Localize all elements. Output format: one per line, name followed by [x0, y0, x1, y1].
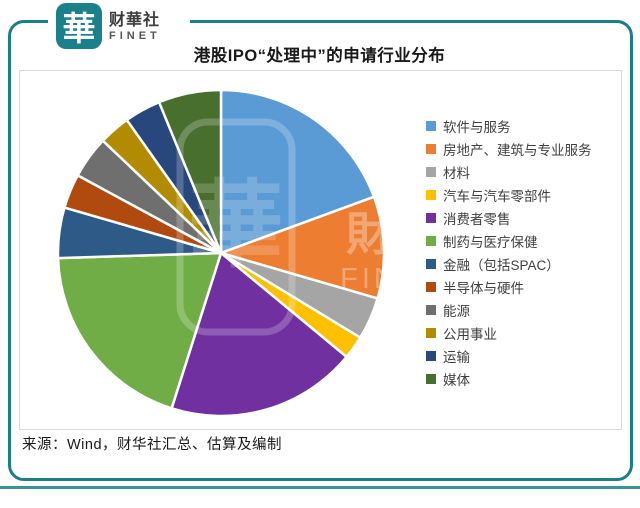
finet-logo: 華 财華社 FINET	[56, 3, 161, 49]
legend-label-10: 运输	[443, 349, 470, 365]
watermark-text-en: FINET	[340, 263, 444, 295]
logo-glyph: 華	[62, 12, 96, 48]
legend-item-10: 运输	[426, 344, 592, 367]
legend-label-9: 公用事业	[443, 326, 497, 342]
legend-item-6: 金融（包括SPAC）	[426, 252, 592, 275]
source-note: 来源：Wind，财华社汇总、估算及编制	[22, 437, 283, 453]
chart-legend: 软件与服务房地产、建筑与专业服务 材料汽车与汽车零部件 消费者零售制药与医疗保健金融…	[426, 114, 592, 390]
legend-swatch-11	[426, 373, 436, 384]
decorative-teal-frame	[8, 20, 633, 481]
legend-label-5: 制药与医疗保健	[443, 234, 538, 250]
legend-label-8: 能源	[443, 303, 470, 319]
legend-swatch-9	[426, 327, 436, 338]
pie-slice-4	[170, 251, 348, 418]
brand-name-en: FINET	[109, 30, 161, 42]
pie-slice-5	[56, 251, 223, 410]
legend-swatch-10	[426, 350, 436, 361]
legend-swatch-8	[426, 304, 436, 315]
legend-item-1: 房地产、建筑与专业服务	[426, 137, 592, 160]
finet-logo-icon: 華	[56, 3, 102, 49]
legend-swatch-6	[426, 258, 436, 269]
legend-item-3: 汽车与汽车零部件	[426, 183, 592, 206]
decorative-bottom-line	[0, 486, 640, 489]
legend-swatch-4	[426, 212, 436, 223]
watermark-rounded-square	[176, 118, 296, 336]
legend-item-8: 能源	[426, 298, 592, 321]
legend-swatch-3	[426, 189, 436, 200]
legend-label-6: 金融（包括SPAC）	[443, 257, 560, 273]
pie-slice-0	[219, 88, 376, 255]
pie-slice-1	[219, 195, 386, 300]
legend-swatch-2	[426, 166, 436, 177]
legend-item-9: 公用事业	[426, 321, 592, 344]
watermark-text-cn: 財華	[346, 208, 438, 260]
legend-item-11: 媒体	[426, 367, 592, 390]
watermark-glyph: 華	[188, 173, 283, 279]
legend-label-2: 材料	[443, 165, 470, 181]
legend-swatch-0	[426, 120, 436, 131]
legend-item-2: 材料	[426, 160, 592, 183]
legend-item-0: 软件与服务	[426, 114, 592, 137]
legend-swatch-5	[426, 235, 436, 246]
legend-swatch-7	[426, 281, 436, 292]
pie-slices	[56, 88, 386, 418]
chart-title: 港股IPO“处理中”的申请行业分布	[193, 47, 446, 65]
legend-item-5: 制药与医疗保健	[426, 229, 592, 252]
pie-slice-11	[157, 88, 223, 255]
legend-label-0: 软件与服务	[443, 119, 511, 135]
legend-label-1: 房地产、建筑与专业服务	[443, 142, 592, 158]
legend-label-11: 媒体	[443, 372, 470, 388]
legend-item-4: 消费者零售	[426, 206, 592, 229]
legend-label-4: 消费者零售	[443, 211, 511, 227]
legend-swatch-1	[426, 143, 436, 154]
brand-name-cn: 财華社	[109, 12, 161, 29]
legend-item-7: 半导体与硬件	[426, 275, 592, 298]
watermark: 華 財華 FINET	[176, 118, 444, 336]
logo-text: 财華社 FINET	[109, 12, 161, 43]
legend-label-3: 汽车与汽车零部件	[443, 188, 551, 204]
legend-label-7: 半导体与硬件	[443, 280, 524, 296]
